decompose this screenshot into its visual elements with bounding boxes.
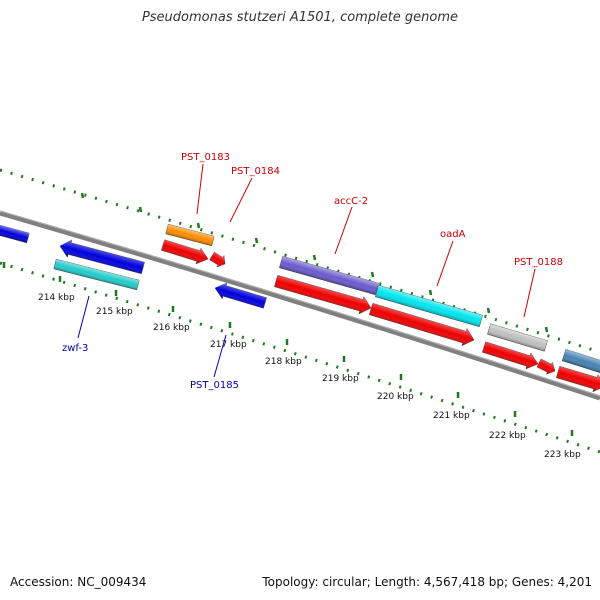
kbp-label: 221 kbp — [433, 411, 470, 421]
label-leader-lines — [77, 163, 536, 378]
gene-label: accC-2 — [334, 196, 368, 207]
map-title: Pseudomonas stutzeri A1501, complete gen… — [141, 10, 459, 25]
kbp-label: 217 kbp — [210, 340, 247, 350]
accC-2-gene — [279, 255, 379, 296]
inner-major-ticks — [2, 262, 574, 436]
oadA-cds — [369, 303, 475, 347]
pst0184-cds — [209, 251, 226, 268]
zwf-3-cds — [53, 258, 140, 291]
kbp-label: 220 kbp — [377, 392, 414, 402]
kbp-label: 216 kbp — [153, 323, 190, 333]
gene-label: PST_0188 — [514, 257, 563, 268]
kbp-label: 219 kbp — [322, 374, 359, 384]
inner-tick-ring — [0, 261, 600, 454]
kbp-labels: 214 kbp 215 kbp 216 kbp 217 kbp 218 kbp 219 k… — [38, 293, 581, 460]
feature-track — [0, 223, 600, 393]
gene-label: zwf-3 — [62, 343, 88, 354]
gene-label: oadA — [440, 229, 466, 240]
pst0185-gene — [214, 282, 267, 309]
small-red-cds — [536, 358, 556, 375]
pst0188-gene — [487, 323, 548, 352]
kbp-label: 215 kbp — [96, 307, 133, 317]
kbp-label: 214 kbp — [38, 293, 75, 303]
kbp-label: 222 kbp — [489, 431, 526, 441]
gene-label: PST_0185 — [190, 380, 239, 391]
kbp-label: 223 kbp — [544, 450, 581, 460]
blue-left-edge — [0, 223, 30, 244]
steelblue-gene — [561, 349, 600, 374]
genome-summary: Topology: circular; Length: 4,567,418 bp… — [262, 575, 592, 589]
oadA-gene — [375, 284, 483, 328]
pst0183-gene — [165, 223, 215, 247]
gene-label: PST_0184 — [231, 166, 280, 177]
pst0183-cds — [161, 239, 209, 265]
kbp-label: 218 kbp — [265, 357, 302, 367]
zwf-3-gene — [59, 239, 145, 275]
right-red-cds — [556, 366, 600, 393]
gene-label: PST_0183 — [181, 152, 230, 163]
pst0188-cds — [482, 341, 539, 370]
accC-2-cds — [274, 274, 372, 315]
accession-label: Accession: NC_009434 — [10, 575, 147, 589]
outer-major-ticks — [80, 192, 549, 333]
genome-backbone — [0, 210, 600, 401]
outer-tick-ring — [0, 168, 600, 354]
